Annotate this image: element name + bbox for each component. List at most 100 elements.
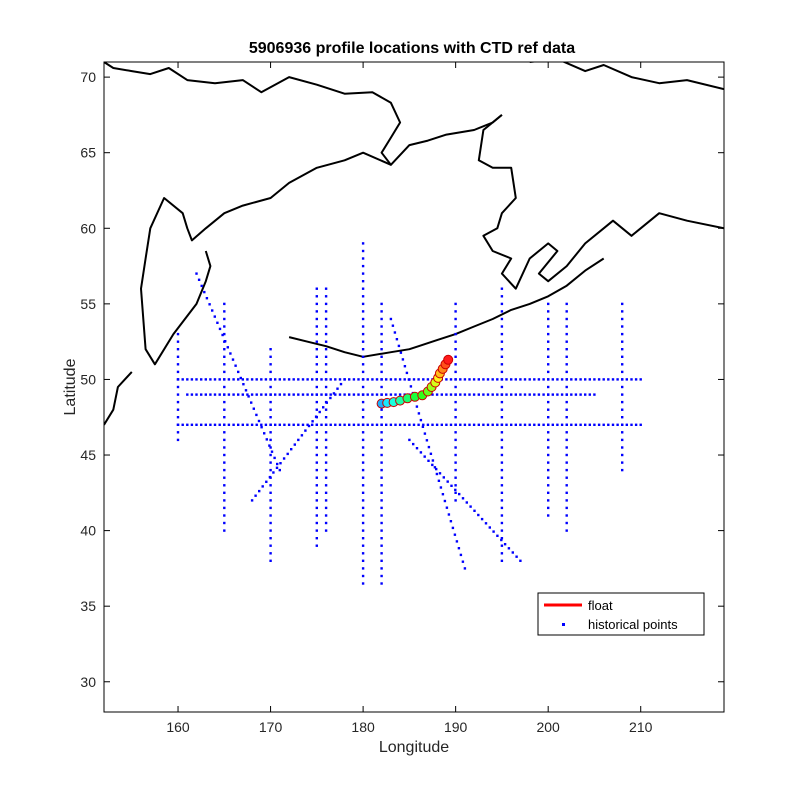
historical-point-118 — [255, 423, 258, 426]
historical-point-355 — [361, 385, 365, 389]
historical-point-618 — [458, 492, 461, 496]
historical-point-33 — [329, 378, 332, 381]
historical-point-580 — [315, 355, 318, 358]
historical-point-326 — [380, 317, 383, 321]
historical-point-412 — [547, 514, 550, 517]
historical-point-586 — [315, 310, 318, 313]
historical-point-648 — [415, 405, 419, 408]
historical-point-344 — [361, 468, 365, 472]
historical-point-102 — [181, 423, 184, 426]
historical-point-430 — [547, 378, 550, 381]
historical-point-72 — [510, 378, 513, 381]
historical-point-342 — [361, 484, 365, 487]
historical-point-759 — [324, 332, 328, 336]
historical-point-676 — [261, 485, 264, 488]
historical-point-262 — [463, 393, 467, 396]
historical-point-753 — [324, 378, 328, 381]
historical-point-542 — [269, 438, 272, 442]
historical-point-349 — [361, 431, 365, 434]
historical-point-539 — [269, 461, 272, 464]
historical-point-76 — [528, 378, 531, 381]
historical-point-639 — [397, 344, 401, 348]
historical-point-190 — [588, 423, 591, 426]
historical-point-588 — [315, 295, 318, 298]
historical-point-664 — [447, 513, 451, 516]
historical-point-427 — [547, 400, 550, 404]
coastline-4 — [104, 371, 133, 426]
historical-point-778 — [454, 408, 457, 411]
historical-point-263 — [468, 393, 471, 396]
historical-point-686 — [297, 438, 300, 442]
historical-point-464 — [565, 355, 568, 358]
historical-point-610 — [427, 459, 430, 462]
historical-point-327 — [380, 310, 383, 313]
historical-point-338 — [361, 514, 365, 517]
historical-point-29 — [311, 378, 314, 381]
historical-point-1 — [181, 378, 184, 381]
historical-point-407 — [500, 317, 504, 321]
historical-point-476 — [621, 438, 624, 442]
historical-point-233 — [329, 393, 332, 396]
historical-point-180 — [542, 423, 545, 426]
historical-point-329 — [361, 582, 365, 585]
historical-point-675 — [258, 489, 261, 493]
historical-point-156 — [431, 423, 434, 426]
historical-point-409 — [500, 302, 504, 306]
y-tick-label-50: 50 — [80, 371, 96, 387]
historical-point-380 — [500, 521, 504, 525]
historical-point-166 — [477, 423, 480, 426]
historical-point-370 — [361, 272, 365, 275]
historical-point-535 — [269, 491, 272, 494]
historical-point-387 — [500, 468, 504, 472]
historical-point-2 — [186, 378, 189, 381]
historical-point-502 — [223, 476, 226, 479]
historical-point-624 — [480, 517, 484, 521]
historical-point-565 — [315, 468, 318, 472]
historical-point-304 — [380, 484, 383, 487]
historical-point-528 — [269, 544, 272, 547]
historical-point-595 — [176, 400, 180, 404]
historical-point-27 — [301, 378, 305, 381]
historical-point-766 — [454, 499, 457, 502]
historical-point-52 — [417, 378, 420, 381]
historical-point-182 — [551, 423, 554, 426]
legend: float historical points — [537, 592, 705, 636]
historical-point-456 — [565, 416, 568, 419]
historical-point-25 — [292, 378, 295, 381]
historical-point-454 — [565, 431, 568, 434]
historical-point-570 — [315, 431, 318, 434]
historical-point-717 — [239, 376, 242, 380]
historical-point-296 — [380, 544, 383, 547]
historical-point-465 — [565, 348, 568, 351]
historical-point-39 — [357, 378, 360, 381]
historical-point-323 — [380, 340, 383, 343]
historical-point-640 — [399, 351, 403, 354]
historical-point-241 — [366, 393, 369, 396]
historical-point-179 — [537, 423, 541, 426]
x-tick-label-160: 160 — [166, 719, 190, 735]
historical-point-590 — [176, 438, 180, 442]
historical-point-662 — [443, 499, 447, 503]
historical-point-211 — [227, 393, 231, 396]
historical-point-340 — [361, 499, 365, 502]
historical-point-443 — [565, 514, 568, 517]
historical-point-109 — [213, 423, 217, 426]
historical-point-665 — [449, 520, 453, 523]
y-axis-label: Latitude — [62, 358, 79, 415]
historical-point-687 — [300, 434, 304, 437]
historical-point-440 — [547, 302, 550, 306]
historical-point-544 — [269, 423, 272, 426]
historical-point-747 — [324, 423, 328, 426]
y-tick-label-35: 35 — [80, 598, 96, 614]
historical-point-176 — [523, 423, 527, 426]
historical-point-605 — [408, 438, 411, 442]
historical-point-21 — [274, 378, 277, 381]
historical-point-695 — [329, 396, 332, 400]
historical-point-509 — [223, 423, 226, 426]
historical-point-651 — [421, 425, 425, 428]
historical-point-752 — [324, 385, 328, 389]
historical-point-357 — [361, 370, 365, 374]
historical-point-226 — [297, 393, 300, 396]
historical-point-538 — [269, 468, 272, 472]
historical-point-17 — [255, 378, 258, 381]
